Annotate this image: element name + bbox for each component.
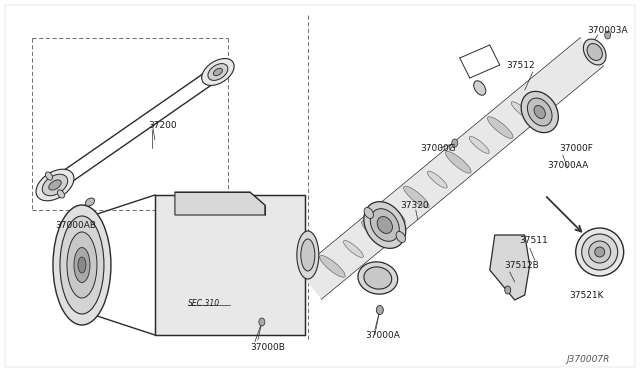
Ellipse shape bbox=[36, 169, 74, 201]
Ellipse shape bbox=[358, 262, 397, 294]
Text: 37000AA: 37000AA bbox=[548, 160, 589, 170]
Polygon shape bbox=[490, 235, 530, 300]
Ellipse shape bbox=[74, 247, 90, 282]
Ellipse shape bbox=[589, 241, 611, 263]
Ellipse shape bbox=[362, 221, 387, 243]
Ellipse shape bbox=[505, 286, 511, 294]
Ellipse shape bbox=[452, 139, 458, 147]
Text: SEC.310: SEC.310 bbox=[188, 298, 220, 308]
Ellipse shape bbox=[364, 202, 406, 248]
Text: 37000G: 37000G bbox=[420, 144, 456, 153]
Ellipse shape bbox=[85, 198, 95, 206]
Ellipse shape bbox=[584, 39, 606, 65]
Ellipse shape bbox=[60, 216, 104, 314]
Ellipse shape bbox=[371, 209, 399, 241]
Ellipse shape bbox=[587, 44, 602, 61]
Text: 37511: 37511 bbox=[520, 235, 548, 244]
Text: 370003A: 370003A bbox=[588, 26, 628, 35]
Ellipse shape bbox=[469, 137, 489, 153]
Ellipse shape bbox=[213, 68, 222, 76]
Ellipse shape bbox=[259, 318, 265, 326]
FancyBboxPatch shape bbox=[5, 5, 635, 367]
Text: 37000AB: 37000AB bbox=[55, 221, 96, 230]
Ellipse shape bbox=[364, 208, 374, 218]
Ellipse shape bbox=[53, 205, 111, 325]
Text: 37320: 37320 bbox=[400, 201, 428, 209]
Text: 37521K: 37521K bbox=[570, 291, 604, 299]
Ellipse shape bbox=[376, 305, 383, 314]
Ellipse shape bbox=[534, 106, 545, 118]
Ellipse shape bbox=[474, 81, 486, 95]
Ellipse shape bbox=[582, 234, 618, 270]
Ellipse shape bbox=[344, 241, 364, 257]
Ellipse shape bbox=[45, 172, 52, 180]
Text: 37200: 37200 bbox=[148, 121, 177, 129]
Text: 37000A: 37000A bbox=[365, 330, 400, 340]
Polygon shape bbox=[298, 38, 603, 299]
Ellipse shape bbox=[297, 231, 319, 279]
Ellipse shape bbox=[403, 186, 429, 208]
Ellipse shape bbox=[445, 151, 471, 173]
Ellipse shape bbox=[511, 102, 531, 119]
Ellipse shape bbox=[78, 257, 86, 273]
Ellipse shape bbox=[377, 217, 392, 234]
Text: 37512: 37512 bbox=[507, 61, 536, 70]
Ellipse shape bbox=[301, 239, 315, 271]
Polygon shape bbox=[155, 195, 305, 335]
Text: 37000B: 37000B bbox=[250, 343, 285, 353]
Ellipse shape bbox=[428, 171, 447, 188]
Ellipse shape bbox=[49, 180, 61, 190]
Ellipse shape bbox=[527, 98, 552, 126]
Text: 37512B: 37512B bbox=[505, 260, 540, 269]
Polygon shape bbox=[175, 192, 265, 215]
Ellipse shape bbox=[364, 267, 392, 289]
Ellipse shape bbox=[319, 256, 345, 277]
Ellipse shape bbox=[396, 231, 406, 243]
Ellipse shape bbox=[67, 232, 97, 298]
Ellipse shape bbox=[576, 228, 624, 276]
Ellipse shape bbox=[202, 58, 234, 86]
Ellipse shape bbox=[595, 247, 605, 257]
Ellipse shape bbox=[42, 174, 68, 196]
Text: J370007R: J370007R bbox=[566, 356, 610, 365]
Ellipse shape bbox=[208, 64, 228, 80]
Ellipse shape bbox=[521, 92, 558, 133]
Text: 37000F: 37000F bbox=[560, 144, 593, 153]
Ellipse shape bbox=[605, 31, 611, 39]
Ellipse shape bbox=[488, 117, 513, 138]
Ellipse shape bbox=[385, 206, 405, 223]
Ellipse shape bbox=[58, 190, 65, 198]
